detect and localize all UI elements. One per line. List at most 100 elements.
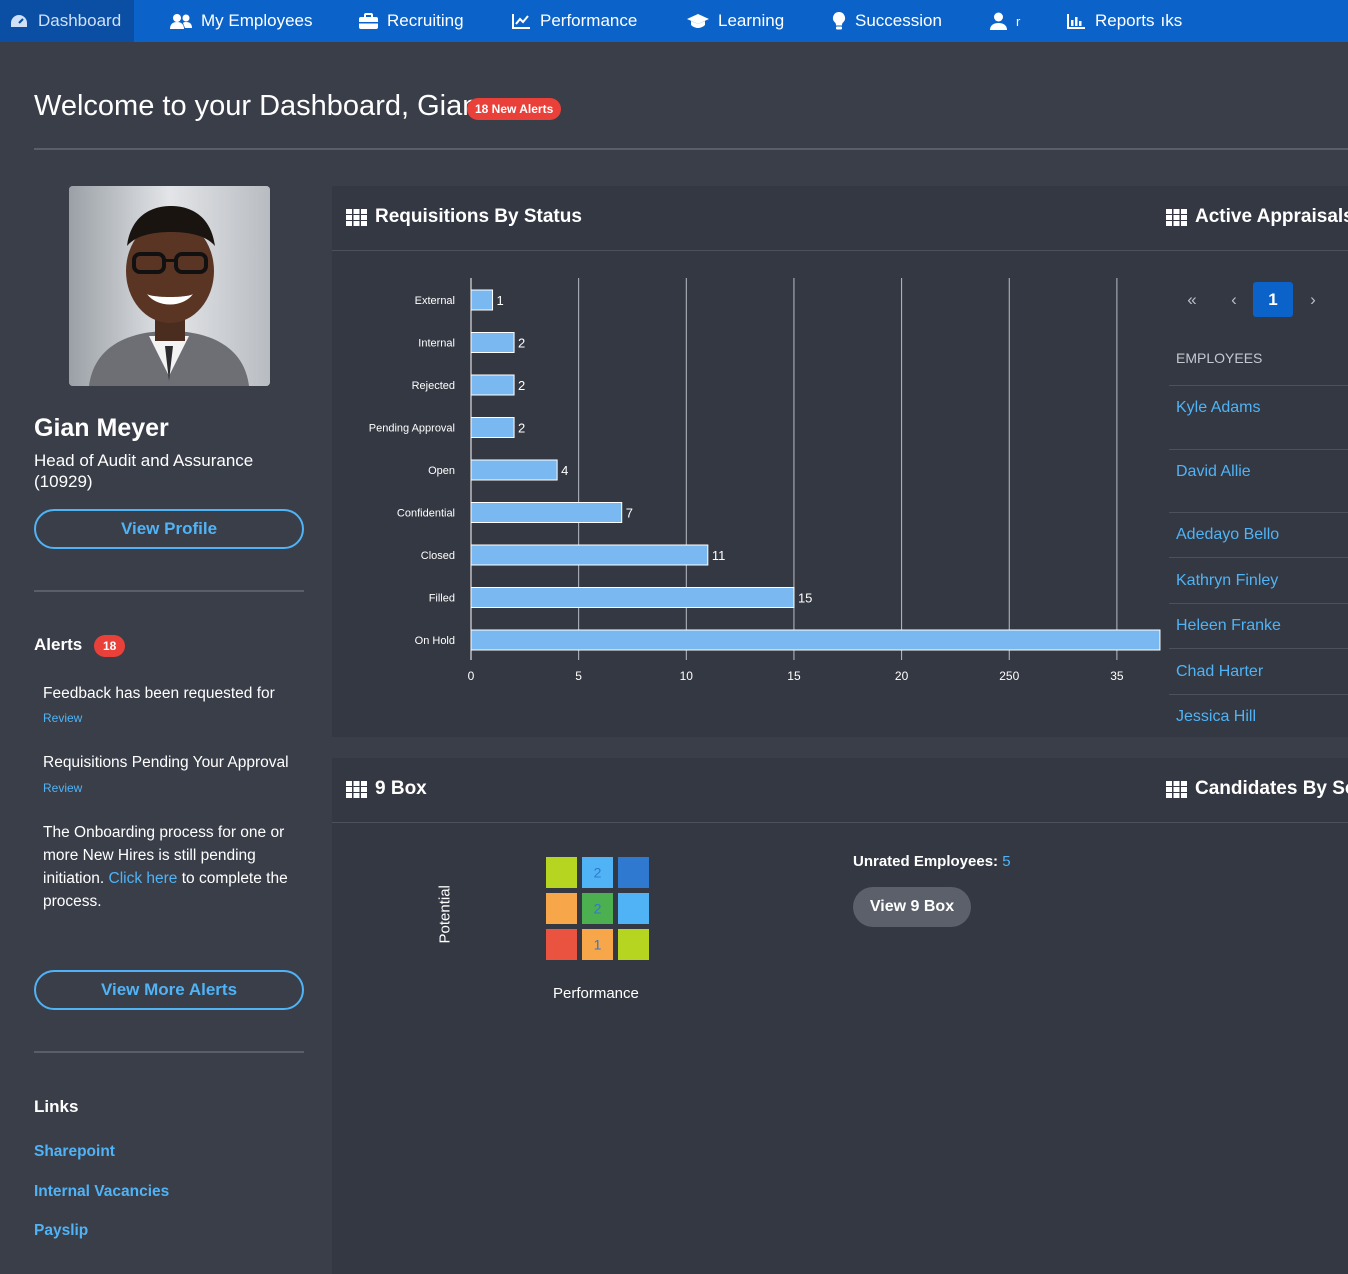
employee-link[interactable]: Jessica Hill <box>1176 708 1257 725</box>
alert-review-link[interactable]: Review <box>43 711 83 725</box>
unrated-label: Unrated Employees: <box>853 853 999 870</box>
chart-bar <box>470 502 623 523</box>
appraisals-panel-header: Active Appraisals <box>1166 206 1348 228</box>
chart-data-label: 4 <box>561 463 568 478</box>
ninebox-cell[interactable] <box>582 929 613 960</box>
link-sharepoint[interactable]: Sharepoint <box>34 1143 115 1160</box>
requisitions-panel-header: Requisitions By Status <box>346 206 582 228</box>
nav-label-recruiting: Recruiting <box>387 11 464 30</box>
ninebox-cell[interactable] <box>546 929 577 960</box>
ninebox-cell[interactable] <box>618 893 649 924</box>
alert-onboarding-text-end: to complete the process. <box>43 870 288 910</box>
ninebox-cell[interactable] <box>582 893 613 924</box>
unrated-count-link[interactable]: 5 <box>1002 853 1011 870</box>
grid-icon <box>346 208 367 226</box>
chart-x-tick-label: 15 <box>787 669 801 683</box>
view-profile-button[interactable]: View Profile <box>34 509 304 549</box>
profile-job-title: Head of Audit and Assurance (10929) <box>34 451 254 491</box>
sidebar-divider <box>34 590 304 592</box>
nav-label-my-employees: My Employees <box>201 11 313 30</box>
row-divider <box>1169 385 1348 386</box>
nav-item-recruiting[interactable]: Recruiting <box>359 0 464 42</box>
alert-review-link[interactable]: Review <box>43 781 83 795</box>
briefcase-icon <box>359 13 378 29</box>
employee-link[interactable]: Kathryn Finley <box>1176 572 1279 589</box>
employee-link[interactable]: David Allie <box>1176 463 1251 480</box>
employee-link[interactable]: Adedayo Bello <box>1176 526 1280 543</box>
pager-first-button[interactable]: « <box>1187 289 1197 309</box>
chart-data-label: 2 <box>518 421 525 436</box>
top-nav-bar: Dashboard My Employees Recruiting Perfor… <box>0 0 1348 42</box>
nav-label-user: r <box>1016 13 1021 29</box>
chart-category-label: Internal <box>418 338 455 350</box>
chart-data-label: 11 <box>712 548 726 563</box>
pager-page-1[interactable]: 1 <box>1253 282 1293 317</box>
ninebox-grid[interactable]: 2 2 1 <box>546 857 652 963</box>
avatar <box>69 186 270 386</box>
chart-category-label: Pending Approval <box>369 423 455 435</box>
chart-x-tick-label: 0 <box>468 669 475 683</box>
employee-link[interactable]: Kyle Adams <box>1176 399 1261 416</box>
employee-link[interactable]: Chad Harter <box>1176 663 1264 680</box>
new-alerts-badge[interactable]: 18 New Alerts <box>467 98 562 120</box>
row-divider <box>1169 512 1348 513</box>
ninebox-cell[interactable] <box>546 893 577 924</box>
unrated-employees: Unrated Employees: 5 <box>853 853 1011 870</box>
chart-data-label: 2 <box>518 336 525 351</box>
view-more-alerts-button[interactable]: View More Alerts <box>34 970 304 1010</box>
alerts-count-badge: 18 <box>94 635 126 657</box>
pager-next-button[interactable]: › <box>1310 289 1316 309</box>
chart-category-label: Rejected <box>412 380 455 392</box>
alert-item-text: Requisitions Pending Your Approval <box>43 754 289 771</box>
chart-data-label: 15 <box>798 591 812 606</box>
ninebox-cell[interactable] <box>618 929 649 960</box>
chart-bar <box>470 587 795 608</box>
nav-item-reports[interactable]: Reports ıks <box>1067 0 1182 42</box>
chart-category-label: On Hold <box>415 635 455 647</box>
graduation-cap-icon <box>687 14 709 28</box>
panel-header-divider <box>332 250 1348 251</box>
nav-item-my-employees[interactable]: My Employees <box>170 0 312 42</box>
alerts-heading: Alerts <box>34 635 83 654</box>
ninebox-cell[interactable] <box>618 857 649 888</box>
user-icon <box>990 12 1007 30</box>
ninebox-x-axis-label: Performance <box>553 985 639 1002</box>
employee-link[interactable]: Heleen Franke <box>1176 617 1281 634</box>
panel-header-divider <box>332 822 1348 823</box>
chart-data-label: 2 <box>518 378 525 393</box>
pager-prev-button[interactable]: ‹ <box>1231 289 1237 309</box>
view-9-box-button[interactable]: View 9 Box <box>853 887 971 927</box>
chart-bar <box>470 544 709 566</box>
bar-chart-icon <box>1067 14 1085 29</box>
nav-item-learning[interactable]: Learning <box>687 0 784 42</box>
nav-label-tasks-partial[interactable]: ıks <box>1160 11 1183 30</box>
onboarding-click-here-link[interactable]: Click here <box>108 870 178 887</box>
nav-item-dashboard[interactable]: Dashboard <box>0 0 134 42</box>
chart-x-tick-label: 35 <box>1110 669 1124 683</box>
alert-item-text: Feedback has been requested for <box>43 685 275 702</box>
ninebox-y-axis-label: Potential <box>436 885 454 944</box>
nav-label-learning: Learning <box>718 11 785 30</box>
nav-label-dashboard: Dashboard <box>38 11 122 30</box>
profile-name: Gian Meyer <box>34 414 169 442</box>
ninebox-cell[interactable] <box>546 857 577 888</box>
alert-onboarding: The Onboarding process for one or more N… <box>43 821 305 913</box>
chart-category-label: Confidential <box>397 508 455 520</box>
chart-category-label: Filled <box>429 593 455 605</box>
row-divider <box>1169 557 1348 558</box>
nav-item-user[interactable]: r <box>990 0 1020 42</box>
chart-bar <box>470 417 515 438</box>
nav-item-succession[interactable]: Succession <box>832 0 942 42</box>
candidates-title: Candidates By So <box>1195 778 1348 799</box>
nav-label-reports: Reports <box>1095 11 1155 30</box>
row-divider <box>1169 449 1348 450</box>
ninebox-cell-count: 2 <box>594 865 602 881</box>
link-internal-vacancies[interactable]: Internal Vacancies <box>34 1183 170 1200</box>
line-chart-icon <box>512 14 530 29</box>
link-payslip[interactable]: Payslip <box>34 1222 89 1239</box>
chart-data-label: 1 <box>497 293 504 308</box>
ninebox-title: 9 Box <box>375 778 427 799</box>
ninebox-cell[interactable] <box>582 857 613 888</box>
nav-item-performance[interactable]: Performance <box>512 0 637 42</box>
requisitions-bar-chart: 0 5 10 15 20 250 35 External 1 Internal 2 Rejected 2… <box>369 278 1161 683</box>
